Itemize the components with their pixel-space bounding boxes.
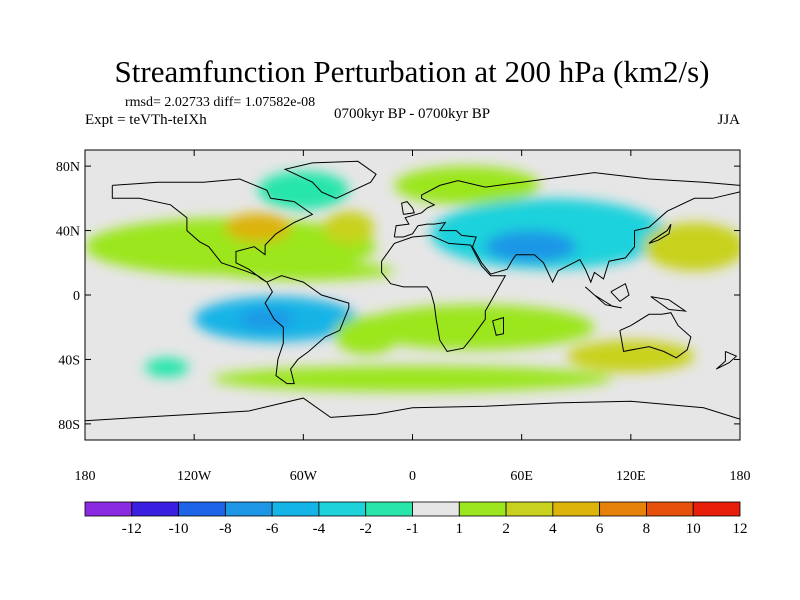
coastlines xyxy=(85,160,740,422)
y-axis: 80N 40N 0 40S 80S xyxy=(56,160,740,433)
colorbar-swatch xyxy=(271,501,320,517)
colorbar-label: 1 xyxy=(456,521,464,537)
x-tick-label: 60W xyxy=(290,469,318,484)
x-axis: 180 120W 60W 0 60E 120E 180 xyxy=(75,150,751,484)
colorbar-label: 12 xyxy=(733,521,748,537)
contour-region-3 xyxy=(212,261,395,281)
contour-region-5 xyxy=(394,166,540,205)
period-label: 0700kyr BP - 0700kyr BP xyxy=(334,106,490,122)
y-tick-label: 80S xyxy=(58,418,80,433)
contour-region-9 xyxy=(357,304,595,350)
contour-region-1 xyxy=(225,212,291,242)
colorbar-swatch xyxy=(178,501,226,517)
colorbar-label: 2 xyxy=(502,521,510,537)
experiment-label: Expt = teVTh-teIXh xyxy=(85,112,207,128)
y-tick-label: 0 xyxy=(73,289,80,304)
colorbar-label: -4 xyxy=(313,521,326,537)
colorbar-label: -10 xyxy=(169,521,189,537)
y-tick-label: 80N xyxy=(56,160,80,175)
x-tick-label: 180 xyxy=(75,469,96,484)
coastline-australia xyxy=(619,312,692,359)
colorbar-label: -8 xyxy=(219,521,232,537)
colorbar-label: 4 xyxy=(549,521,557,537)
colorbar-swatch xyxy=(318,501,367,517)
colorbar-swatch xyxy=(552,501,601,517)
colorbar-swatch xyxy=(505,501,554,517)
y-tick-label: 40N xyxy=(56,225,80,240)
colorbar-label: -1 xyxy=(406,521,419,537)
contour-field xyxy=(85,166,740,392)
contour-region-15 xyxy=(567,340,695,373)
colorbar-swatch xyxy=(224,501,273,517)
x-tick-label: 120E xyxy=(616,469,646,484)
coastline-new-zealand xyxy=(715,350,738,370)
y-tick-label: 40S xyxy=(58,353,80,368)
colorbar-label: -6 xyxy=(266,521,279,537)
coastline-uk xyxy=(401,201,415,215)
colorbar-label: 6 xyxy=(596,521,604,537)
colorbar-label: -12 xyxy=(122,521,142,537)
contour-region-11 xyxy=(239,309,295,329)
colorbar-label: 10 xyxy=(686,521,701,537)
contour-region-12 xyxy=(334,315,400,355)
colorbar-swatch xyxy=(365,501,413,517)
season-label: JJA xyxy=(717,112,740,128)
stats-text: rmsd= 2.02733 diff= 1.07582e-08 xyxy=(125,95,315,110)
map-panel xyxy=(84,149,741,441)
contour-region-13 xyxy=(145,357,189,378)
colorbar-label: -2 xyxy=(359,521,372,537)
coastline-japan xyxy=(648,223,672,244)
x-tick-label: 180 xyxy=(730,469,751,484)
colorbar-swatch xyxy=(458,501,507,517)
colorbar-swatch xyxy=(599,501,647,517)
colorbar: -12 -10 -8 -6 -4 -2 -1 1 2 4 6 8 10 12 xyxy=(84,501,748,537)
coastline-eurasia xyxy=(393,172,740,284)
coastline-north-america xyxy=(111,178,314,283)
colorbar-swatch xyxy=(692,501,741,517)
coastline-indonesia xyxy=(584,286,622,309)
coastline-borneo xyxy=(610,282,630,303)
coastline-antarctica xyxy=(85,397,740,422)
x-tick-label: 0 xyxy=(409,469,416,484)
colorbar-label: 8 xyxy=(643,521,651,537)
x-tick-label: 60E xyxy=(510,469,533,484)
coastline-south-america xyxy=(264,275,350,385)
colorbar-swatch xyxy=(412,501,460,517)
contour-region-4 xyxy=(257,170,349,210)
colorbar-swatch xyxy=(646,501,694,517)
x-tick-label: 120W xyxy=(177,469,212,484)
colorbar-swatch xyxy=(131,501,179,517)
coastline-new-guinea xyxy=(650,296,688,312)
contour-region-2 xyxy=(323,211,375,244)
contour-region-14 xyxy=(212,365,613,392)
coastline-greenland xyxy=(283,160,377,199)
colorbar-swatch xyxy=(84,501,133,517)
contour-region-7 xyxy=(485,230,577,263)
chart-title: Streamfunction Perturbation at 200 hPa (… xyxy=(115,54,710,89)
coastline-madagascar xyxy=(492,316,504,336)
coastline-africa xyxy=(381,234,507,352)
contour-region-8 xyxy=(643,222,740,271)
